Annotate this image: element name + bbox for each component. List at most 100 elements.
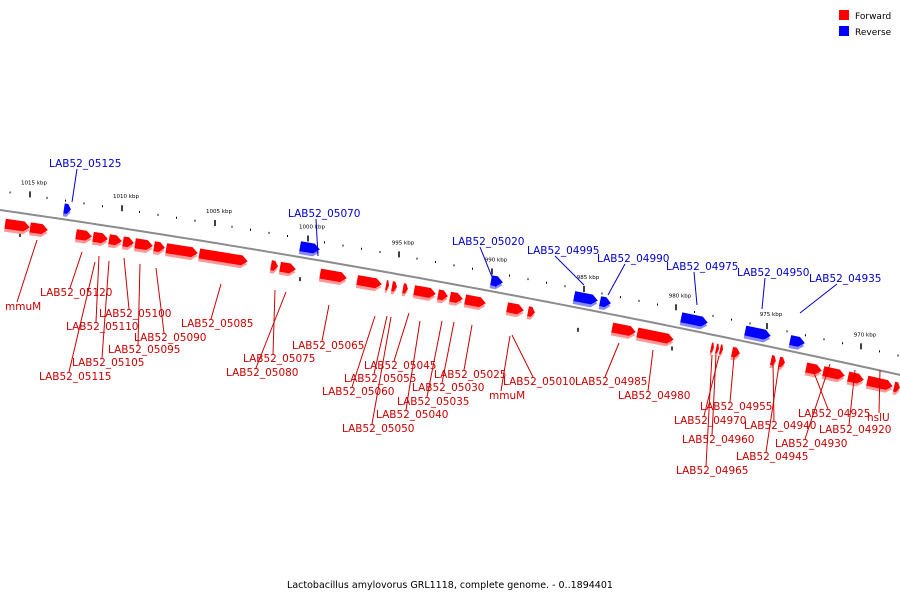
forward-gene — [436, 289, 448, 304]
forward-gene-label: LAB52_05120 — [40, 287, 113, 299]
forward-gene-label: LAB52_04955 — [700, 401, 773, 413]
tick-label: 1005 kbp — [206, 209, 232, 215]
reverse-gene-label: LAB52_04935 — [809, 273, 882, 285]
forward-gene-label-leader — [878, 369, 881, 414]
reverse-gene — [598, 296, 611, 311]
forward-gene — [28, 222, 48, 238]
forward-gene-label-leader — [210, 283, 222, 320]
forward-gene-label: LAB52_05060 — [322, 386, 395, 398]
forward-gene-label-leader — [511, 334, 534, 378]
reverse-gene-label-leader — [554, 255, 585, 286]
reverse-gene-label: LAB52_05070 — [288, 208, 361, 220]
forward-gene-label-leader — [705, 354, 713, 467]
reverse-gene — [489, 275, 503, 290]
forward-gene — [164, 243, 198, 261]
forward-gene — [74, 229, 92, 244]
forward-gene — [91, 231, 108, 247]
tick-label: 1010 kbp — [113, 194, 139, 200]
forward-gene-label-leader — [441, 321, 455, 384]
forward-gene — [152, 241, 165, 255]
reverse-gene-label-leader — [799, 283, 838, 314]
legend-forward-label: Forward — [855, 12, 891, 22]
legend-reverse-swatch — [839, 26, 849, 36]
forward-gene — [463, 294, 486, 311]
reverse-gene-label-leader — [479, 246, 497, 288]
forward-gene-label: LAB52_04985 — [575, 376, 648, 388]
forward-gene-label: LAB52_05105 — [72, 357, 145, 369]
forward-gene-label-leader — [255, 291, 287, 369]
forward-gene-label-leader — [405, 320, 421, 411]
forward-gene-label-leader — [772, 363, 775, 422]
forward-gene — [401, 283, 408, 297]
tick-label: 1015 kbp — [21, 180, 47, 186]
label-layer: LAB52_05125LAB52_05070LAB52_05020LAB52_0… — [5, 158, 892, 477]
tick-layer: 1015 kbp 1010 kbp 1005 kbp 1000 kbp 995 kbp 9… — [9, 180, 899, 357]
forward-gene — [121, 236, 134, 251]
forward-gene-label: LAB52_04980 — [618, 390, 691, 402]
forward-gene-label-leader — [703, 355, 720, 417]
forward-gene-label-leader — [393, 312, 410, 362]
forward-gene — [390, 281, 397, 295]
forward-gene-label-leader — [16, 239, 38, 303]
forward-gene-label: LAB52_05095 — [108, 344, 181, 356]
forward-gene-label-leader — [848, 369, 856, 426]
reverse-gene-label: LAB52_04995 — [527, 245, 600, 257]
forward-gene — [804, 362, 822, 378]
forward-gene-label: LAB52_05030 — [412, 382, 485, 394]
forward-gene — [730, 346, 740, 361]
forward-gene-label: LAB52_04930 — [775, 438, 848, 450]
tick-label: 970 kbp — [854, 332, 877, 338]
forward-gene-label: LAB52_05115 — [39, 371, 112, 383]
forward-gene-label: LAB52_04925 — [798, 408, 871, 420]
forward-gene-label-leader — [647, 349, 654, 392]
forward-gene — [821, 366, 845, 383]
reverse-gene-label: LAB52_05020 — [452, 236, 525, 248]
forward-gene-label: LAB52_04940 — [744, 420, 817, 432]
legend: Forward Reverse — [839, 10, 892, 38]
forward-gene-label-leader — [426, 320, 443, 398]
forward-gene — [610, 322, 636, 339]
forward-gene — [635, 327, 674, 347]
forward-gene — [107, 234, 122, 249]
forward-gene-label: mmuM — [489, 390, 525, 402]
forward-gene-label: LAB52_05040 — [376, 409, 449, 421]
reverse-gene — [298, 241, 320, 257]
forward-gene-label-leader — [729, 356, 735, 403]
reverse-gene — [572, 291, 598, 308]
reverse-gene-label-leader — [607, 263, 626, 296]
forward-gene-label-leader — [371, 316, 392, 425]
forward-gene — [355, 275, 382, 292]
reverse-gene-label: LAB52_04950 — [737, 267, 810, 279]
forward-gene — [448, 291, 463, 306]
forward-gene — [3, 218, 30, 235]
forward-gene — [709, 342, 714, 356]
tick-label: 990 kbp — [485, 257, 508, 263]
forward-gene-label: LAB52_05090 — [134, 332, 207, 344]
forward-gene-label: LAB52_05010 — [503, 376, 576, 388]
reverse-gene-label: LAB52_05125 — [49, 158, 122, 170]
forward-gene-label-leader — [373, 315, 388, 375]
reverse-gene — [62, 203, 71, 217]
forward-gene-label-leader — [810, 364, 829, 410]
forward-gene-label: LAB52_05050 — [342, 423, 415, 435]
forward-gene-label: LAB52_05075 — [243, 353, 316, 365]
reverse-gene — [743, 325, 771, 343]
forward-gene-label: LAB52_04970 — [674, 415, 747, 427]
forward-gene — [526, 306, 535, 320]
forward-gene — [133, 238, 153, 254]
forward-gene — [384, 280, 389, 294]
tick-label: 985 kbp — [577, 275, 600, 281]
forward-gene-label-leader — [765, 364, 780, 453]
forward-gene-label: LAB52_04920 — [819, 424, 892, 436]
genome-caption: Lactobacillus amylovorus GRL1118, comple… — [287, 580, 613, 591]
forward-gene-label: LAB52_05025 — [434, 369, 507, 381]
forward-gene-label-leader — [69, 251, 83, 289]
reverse-gene-label: LAB52_04990 — [597, 253, 670, 265]
forward-gene-label: LAB52_04945 — [736, 451, 809, 463]
forward-gene — [846, 371, 864, 387]
gene-layer — [3, 203, 900, 396]
forward-gene-label-leader — [68, 261, 96, 373]
forward-gene — [769, 355, 776, 369]
